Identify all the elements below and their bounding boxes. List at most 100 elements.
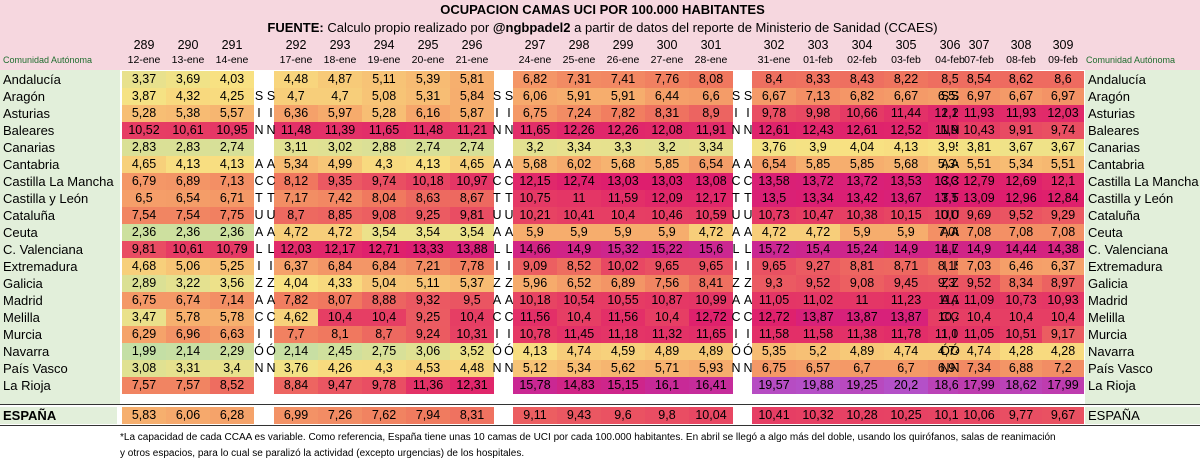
total-cell: 9,11 — [513, 407, 557, 424]
data-cell: 4,87 — [318, 71, 362, 88]
data-cell: 8,85 — [318, 207, 362, 224]
data-cell: 6,6 — [689, 88, 733, 105]
data-cell: 12,69 — [1000, 173, 1042, 190]
data-cell: 4,89 — [689, 343, 733, 360]
total-cell: 8,31 — [450, 407, 494, 424]
data-cell: 2,74 — [406, 139, 450, 156]
weekend-letter: C — [950, 310, 960, 324]
data-cell: 7,57 — [166, 377, 210, 394]
data-cell: 10,55 — [601, 292, 645, 309]
region-column-right — [1085, 70, 1200, 405]
data-cell: 9,81 — [122, 241, 166, 258]
region-name-right: País Vasco — [1088, 361, 1153, 376]
weekend-letter: L — [941, 242, 949, 256]
date-label: 07-feb — [964, 54, 994, 66]
total-cell: 9,77 — [1000, 407, 1042, 424]
data-cell: 4,04 — [274, 275, 318, 292]
data-cell: 5,31 — [406, 88, 450, 105]
data-cell: 2,83 — [122, 139, 166, 156]
data-cell: 3,02 — [318, 139, 362, 156]
data-cell: 8,4 — [752, 71, 796, 88]
data-cell: 10,18 — [513, 292, 557, 309]
data-cell: 3,37 — [122, 71, 166, 88]
data-cell: 2,36 — [210, 224, 254, 241]
data-cell: 5,34 — [274, 156, 318, 173]
data-cell: 10,78 — [513, 326, 557, 343]
data-cell: 11,39 — [318, 122, 362, 139]
weekend-letter: Ó — [950, 344, 960, 358]
region-name-right: Ceuta — [1088, 225, 1123, 240]
data-cell: 12,08 — [645, 122, 689, 139]
date-label: 21-ene — [455, 54, 489, 66]
data-cell: 8,84 — [274, 377, 318, 394]
weekend-letter: I — [943, 259, 947, 273]
weekend-letter: N — [254, 361, 264, 375]
data-cell: 10,18 — [406, 173, 450, 190]
weekend-letter: Z — [744, 276, 752, 290]
date-label: 01-feb — [803, 54, 833, 66]
weekend-letter: U — [266, 208, 276, 222]
data-cell: 8,43 — [840, 71, 884, 88]
data-cell: 5,9 — [601, 224, 645, 241]
region-name-right: Asturias — [1088, 106, 1135, 121]
data-cell: 10,4 — [557, 309, 601, 326]
data-cell: 3,34 — [689, 139, 733, 156]
data-cell: 10,4 — [1042, 309, 1084, 326]
header-band — [120, 0, 1085, 70]
data-cell: 12,61 — [752, 122, 796, 139]
data-cell: 19,25 — [840, 377, 884, 394]
data-cell: 2,74 — [210, 139, 254, 156]
data-cell: 9,32 — [406, 292, 450, 309]
date-label: 03-feb — [891, 54, 921, 66]
date-label: 09-feb — [1048, 54, 1078, 66]
weekend-letter: N — [266, 123, 276, 137]
data-cell: 13,08 — [689, 173, 733, 190]
data-cell: 13,53 — [884, 173, 928, 190]
weekend-letter: I — [257, 259, 261, 273]
region-name-right: Melilla — [1088, 310, 1125, 325]
region-column-header-right: Comunidad Autónoma — [1086, 55, 1176, 65]
data-cell: 1,99 — [122, 343, 166, 360]
data-cell: 13,58 — [752, 173, 796, 190]
data-cell: 11,38 — [840, 326, 884, 343]
total-cell: 7,94 — [406, 407, 450, 424]
weekend-letter: C — [504, 174, 514, 188]
data-cell: 4,72 — [318, 224, 362, 241]
total-cell: 10,04 — [689, 407, 733, 424]
weekend-letter: L — [732, 242, 740, 256]
report-number: 300 — [656, 38, 678, 52]
weekend-letter: C — [254, 310, 264, 324]
weekend-letter: Z — [267, 276, 275, 290]
weekend-letter: N — [254, 123, 264, 137]
data-cell: 11,48 — [274, 122, 318, 139]
data-cell: 4,59 — [601, 343, 645, 360]
data-cell: 9,08 — [840, 275, 884, 292]
data-cell: 6,97 — [1042, 88, 1084, 105]
data-cell: 12,31 — [450, 377, 494, 394]
weekend-letter: U — [731, 208, 741, 222]
data-cell: 10,38 — [840, 207, 884, 224]
data-cell: 16,1 — [645, 377, 689, 394]
data-cell: 11,65 — [689, 326, 733, 343]
data-cell: 10,73 — [752, 207, 796, 224]
data-cell: 11,65 — [513, 122, 557, 139]
data-cell: 5,04 — [362, 275, 406, 292]
data-cell: 12,74 — [557, 173, 601, 190]
data-cell: 11,91 — [689, 122, 733, 139]
date-label: 12-ene — [127, 54, 161, 66]
data-cell: 2,14 — [274, 343, 318, 360]
data-cell: 4,48 — [274, 71, 318, 88]
data-cell: 7,2 — [1042, 360, 1084, 377]
data-cell: 8,33 — [796, 71, 840, 88]
data-cell: 7,7 — [274, 326, 318, 343]
data-cell: 11,02 — [796, 292, 840, 309]
weekend-letter: C — [492, 174, 502, 188]
data-cell: 9,17 — [1042, 326, 1084, 343]
date-label: 08-feb — [1006, 54, 1036, 66]
weekend-letter: C — [254, 174, 264, 188]
data-cell: 6,67 — [752, 88, 796, 105]
data-cell: 6,82 — [840, 88, 884, 105]
weekend-letter: S — [940, 89, 950, 103]
data-cell: 6,57 — [796, 360, 840, 377]
weekend-letter: N — [492, 123, 502, 137]
